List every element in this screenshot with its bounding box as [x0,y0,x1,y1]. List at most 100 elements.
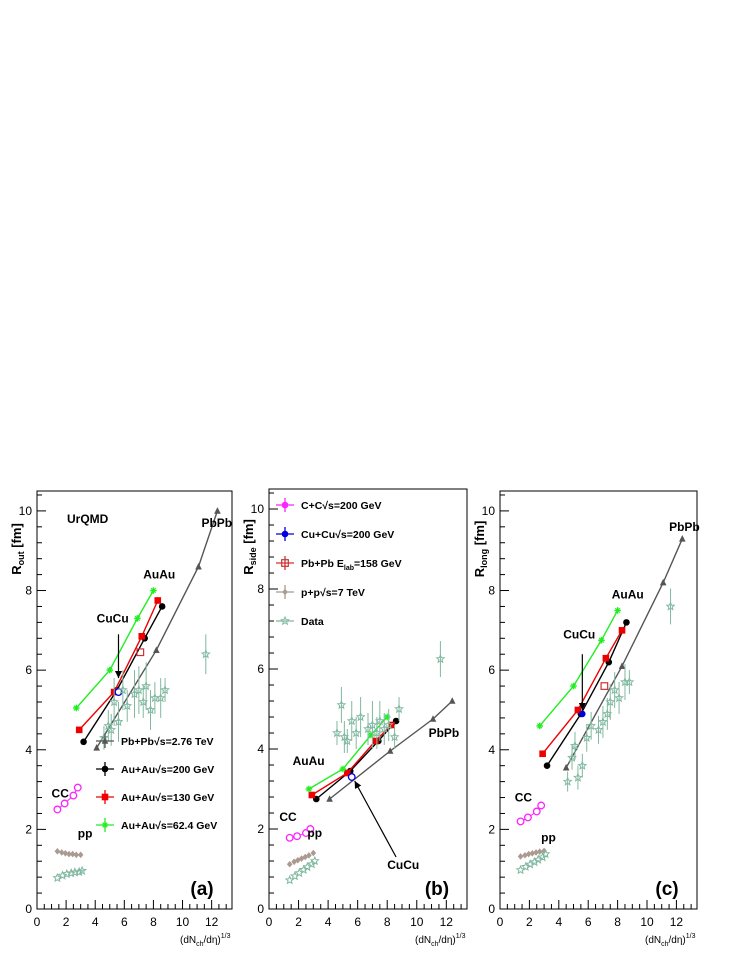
data-point [386,747,394,754]
data-point [309,855,320,866]
series-pb-pb-e-158-gev [600,682,609,690]
series-cu-cu-s-200-gev [347,773,356,781]
data-point [155,692,166,703]
data-point [77,865,88,875]
data-point [624,676,635,687]
series-p-p-s-7-tev [54,847,84,859]
data-point [572,772,583,782]
data-point [73,851,80,859]
x-tick-label: 4 [325,915,332,929]
legend: Pb+Pb√s=2.76 TeV Au+Au√s=200 GeV Au+Au√s=1… [96,734,217,832]
x-tick-label: 2 [526,915,533,929]
data-point [54,847,61,855]
legend-entry: Cu+Cu√s=200 GeV [276,527,394,541]
data-point [336,699,347,710]
data-point [570,682,577,690]
y-axis-label: Rout [fm] [9,523,26,575]
data-point [200,649,211,659]
data-point [306,825,315,833]
annotation-cc: CC [515,791,533,805]
series-line [542,629,623,755]
data-point [517,853,524,860]
legend-marker [280,615,290,626]
legend-label: Au+Au√s=62.4 GeV [121,820,217,832]
data-point [562,763,570,771]
data-point [539,750,546,758]
data-point [355,711,366,722]
series-line [329,700,453,800]
legend-entry: Pb+Pb√s=2.76 TeV [96,734,214,748]
legend-entry: Au+Au√s=130 GeV [96,790,214,804]
data-point [154,597,162,604]
x-axis-label: (dNch/dη)1/3 [645,933,696,948]
data-point [346,715,357,726]
legend-marker [281,530,289,538]
x-tick-label: 10 [410,915,424,929]
data-point [659,578,667,586]
annotation-cucu: CuCu [563,627,595,641]
data-point [74,866,85,877]
data-point [609,684,620,695]
annotation-pbpb: PbPb [201,516,232,530]
series-line [315,720,397,800]
annotation-cc: CC [52,787,70,801]
data-point [435,653,446,664]
series-pb-pb-s-2-76-tev [93,507,221,751]
data-point [678,534,686,542]
series-line [311,724,393,796]
data-point [109,696,120,707]
data-point [536,722,543,730]
data-point [614,692,625,703]
annotation-pp: pp [78,826,93,840]
data-point [285,833,294,842]
x-tick-label: 2 [63,915,70,929]
series-au-au-s-130-gev [539,627,626,758]
legend-entry: Pb+Pb Elab=158 GeV [276,556,402,572]
data-point [351,727,362,738]
chart-panel-side: 0 2 4 6 8 10 12 0 2 4 6 8 10 Rside [fm] (dNch/dη)1/3 Pb… [241,488,468,948]
annotation-pp: pp [307,826,322,840]
series-pb-pb-s-2-76-tev [326,697,456,802]
data-point [306,852,312,859]
x-tick-label: 4 [92,915,99,929]
x-tick-label: 4 [555,915,562,929]
data-point [53,805,62,814]
y-tick-label: 10 [19,504,33,518]
series-cu-cu-s-200-gev [579,710,586,718]
data-point [586,720,597,731]
x-tick-label: 0 [497,915,504,929]
data-point [394,703,404,714]
series-au-au-s-62-4-gev [72,587,157,712]
data-point [389,731,400,742]
legend-label: C+C√s=200 GeV [301,500,381,512]
chart-panel-long: 0 2 4 6 8 10 12 0 2 4 6 8 10 Rlong [fm] (dNch/dη)1/3 Pb… [472,490,700,948]
annotation-auau: AuAu [612,587,644,601]
y-tick-label: 8 [25,584,32,598]
legend-label: Pb+Pb√s=2.76 TeV [121,736,214,748]
data-point [605,696,616,707]
series-data [98,634,211,750]
series-line [96,510,219,749]
data-point [58,849,65,856]
legend-entry: Au+Au√s=200 GeV [96,762,214,776]
data-point [306,858,317,869]
annotation-auau: AuAu [143,568,175,582]
data-point [308,791,316,799]
series-line [83,606,163,743]
x-tick-label: 12 [205,915,219,929]
legend-label: p+p√s=7 TeV [301,587,365,599]
series-c-c-s-200-gev [53,783,82,814]
x-tick-label: 12 [670,915,684,929]
series-line [539,610,619,727]
data-point [66,850,72,858]
y-tick-label: 4 [25,743,32,757]
data-point [429,715,437,722]
legend-entry: C+C√s=200 GeV [276,498,381,512]
data-point [665,601,676,611]
data-point [541,847,547,855]
data-point [579,710,586,718]
series-data [562,588,676,792]
legend: C+C√s=200 GeV Cu+Cu√s=200 GeV Pb+Pb Elab=1… [276,498,402,628]
data-point [342,735,353,746]
